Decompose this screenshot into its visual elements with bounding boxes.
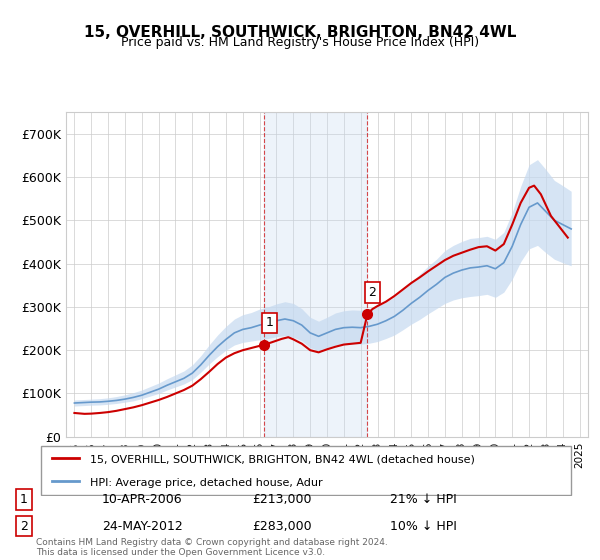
Text: 24-MAY-2012: 24-MAY-2012 bbox=[102, 520, 183, 533]
Text: 2: 2 bbox=[368, 286, 376, 299]
Text: 10-APR-2006: 10-APR-2006 bbox=[102, 493, 182, 506]
Text: 15, OVERHILL, SOUTHWICK, BRIGHTON, BN42 4WL (detached house): 15, OVERHILL, SOUTHWICK, BRIGHTON, BN42 … bbox=[90, 454, 475, 464]
Text: 1: 1 bbox=[265, 316, 273, 329]
Text: £283,000: £283,000 bbox=[252, 520, 311, 533]
Text: 15, OVERHILL, SOUTHWICK, BRIGHTON, BN42 4WL: 15, OVERHILL, SOUTHWICK, BRIGHTON, BN42 … bbox=[84, 25, 516, 40]
Text: 10% ↓ HPI: 10% ↓ HPI bbox=[390, 520, 457, 533]
Text: Price paid vs. HM Land Registry's House Price Index (HPI): Price paid vs. HM Land Registry's House … bbox=[121, 36, 479, 49]
Text: 2: 2 bbox=[20, 520, 28, 533]
Bar bbox=[264, 112, 367, 437]
Text: £213,000: £213,000 bbox=[252, 493, 311, 506]
Text: HPI: Average price, detached house, Adur: HPI: Average price, detached house, Adur bbox=[90, 478, 323, 488]
Text: Contains HM Land Registry data © Crown copyright and database right 2024.
This d: Contains HM Land Registry data © Crown c… bbox=[36, 538, 388, 557]
Text: 21% ↓ HPI: 21% ↓ HPI bbox=[390, 493, 457, 506]
Text: 1: 1 bbox=[20, 493, 28, 506]
FancyBboxPatch shape bbox=[41, 446, 571, 494]
